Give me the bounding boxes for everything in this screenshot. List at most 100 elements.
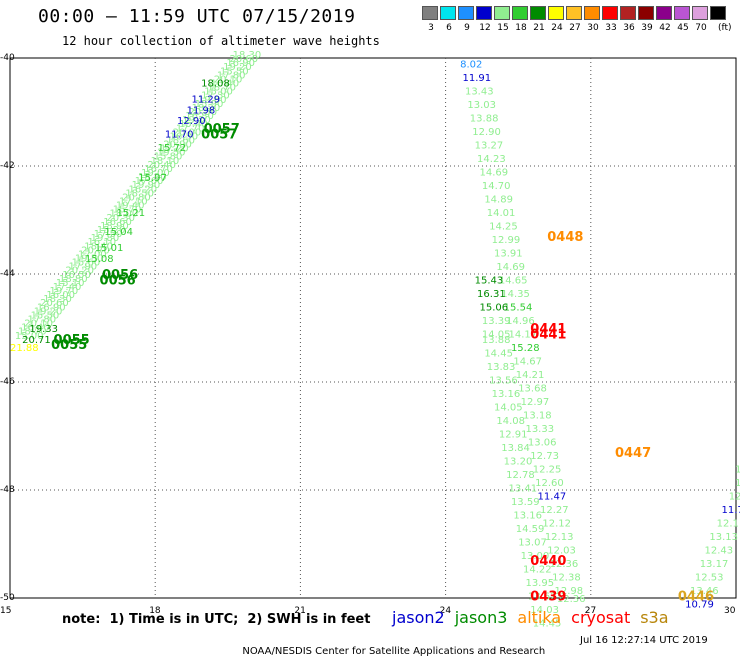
wave-height-value: 1 [735,464,740,475]
wave-height-value: 13.06 [528,437,557,448]
colorbar-swatch [476,6,492,20]
latitude-tick-label: -40 [0,53,15,63]
colorbar-label: 6 [446,23,452,33]
footer-timestamp: Jul 16 12:27:14 UTC 2019 [580,635,708,646]
latitude-tick-label: -46 [0,377,15,387]
wave-height-value: 14.69 [496,262,525,273]
west-track-point: 18.10 [151,156,180,167]
longitude-tick-label: 18 [149,606,161,616]
wave-height-value: 18.08 [201,78,230,89]
west-track-point: 20.60 [40,298,69,309]
wave-height-value: 12.36 [550,559,579,570]
wave-height-value: 13.59 [511,497,540,508]
west-track-point: 20.60 [229,54,258,65]
west-track-point: 15.40 [179,119,208,130]
colorbar-swatch [692,6,708,20]
colorbar-label: 33 [605,23,617,33]
wave-height-value: 13.95 [525,578,554,589]
wave-height-value: 14.05 [482,329,511,340]
latitude-tick-label: -44 [0,269,15,279]
wave-height-value: 12.91 [499,429,528,440]
wave-height-value: 14.96 [506,316,535,327]
wave-height-value: 13.88 [470,113,499,124]
pass-time-label: 0057 [201,128,237,143]
wave-height-value: 14.05 [494,402,523,413]
wave-height-value: 11.98 [187,105,216,116]
wave-height-value: 13.68 [518,383,547,394]
west-track-point: 17.00 [78,249,107,260]
west-track-point: 19.00 [141,168,170,179]
wave-height-value: 13.46 [690,586,719,597]
wave-height-value: 14.08 [496,416,525,427]
west-track-point: 16.30 [170,131,199,142]
wave-height-value: 13.03 [467,100,496,111]
legend-jason3: jason3 [454,608,508,627]
wave-height-value: 12.43 [705,545,734,556]
colorbar-swatch [458,6,474,20]
colorbar-swatch [530,6,546,20]
page-title: 00:00 – 11:59 UTC 07/15/2019 [38,6,356,27]
west-track-point: 15.00 [204,87,233,98]
wave-height-value: 13.20 [504,456,533,467]
west-track-point: 17.40 [53,282,82,293]
west-track-point: 18.50 [125,188,154,199]
pass-time-label: 0439 [530,589,566,604]
longitude-tick-label: 27 [584,606,597,616]
west-track-point: 19.60 [198,95,227,106]
wave-height-value: 20.71 [22,335,51,346]
wave-height-value: 13.88 [482,335,511,346]
west-track-point: 15.00 [15,331,44,342]
wave-height-value: 14.01 [487,208,516,219]
wave-height-value: 12.12 [542,518,571,529]
pass-time-label: 0447 [615,446,651,461]
colorbar-swatch [584,6,600,20]
west-track-point: 18.00 [110,209,139,220]
west-track-point: 16.40 [211,78,240,89]
west-track-point: 19.80 [91,233,120,244]
colorbar-label: 15 [497,23,509,33]
wave-height-value: 11.91 [463,73,492,84]
wave-height-map[interactable]: 15.0018.7016.4020.1017.8015.5019.2016.90… [0,0,740,650]
west-track-point: 17.30 [201,91,230,102]
wave-height-value: 12.36 [557,594,586,605]
pass-time-label: 0448 [547,230,583,245]
wave-height-value: 13.56 [489,375,518,386]
wave-height-value: 13.16 [513,510,542,521]
wave-height-value: 15.28 [511,343,540,354]
west-track-point: 15.60 [72,258,101,269]
colorbar-swatch [494,6,510,20]
colorbar-swatch [548,6,564,20]
wave-height-value: 12.78 [506,470,535,481]
west-track-point: 17.80 [27,315,56,326]
wave-height-value: 14.70 [482,181,511,192]
colorbar-label: 39 [641,23,653,33]
west-track-point: 17.90 [69,262,98,273]
pass-time-label: 0441 [530,327,566,342]
wave-height-value: 12.53 [695,572,724,583]
west-track-dense: 15.0018.7016.4020.1017.8015.5019.2016.90… [15,50,261,342]
wave-height-value: 14.25 [489,221,518,232]
colorbar-label: 45 [677,23,689,33]
colorbar-label: 12 [479,23,491,33]
satellite-legend: jason2 jason3 altika cryosat s3a [392,608,679,627]
west-track-point: 18.80 [59,274,88,285]
wave-height-value: 14.45 [533,618,562,629]
wave-height-value: 14.45 [484,348,513,359]
wave-height-value: 12.90 [472,127,501,138]
map-frame [9,57,737,599]
wave-height-value: 12.25 [533,464,562,475]
wave-height-value: 12.38 [552,572,581,583]
west-track-point: 18.30 [233,50,262,61]
wave-height-value: 14.67 [513,356,542,367]
colorbar-label: 70 [695,23,707,33]
pass-time-label: 0057 [204,122,240,137]
colorbar-label: 36 [623,23,635,33]
west-track-point: 16.70 [144,164,173,175]
west-track-point: 19.20 [34,306,63,317]
west-track-point: 20.00 [173,127,202,138]
colorbar-label: 24 [551,23,563,33]
west-track-point: 15.90 [195,99,224,110]
wave-height-value: 11.7 [721,505,740,516]
west-track-point: 19.40 [116,201,145,212]
